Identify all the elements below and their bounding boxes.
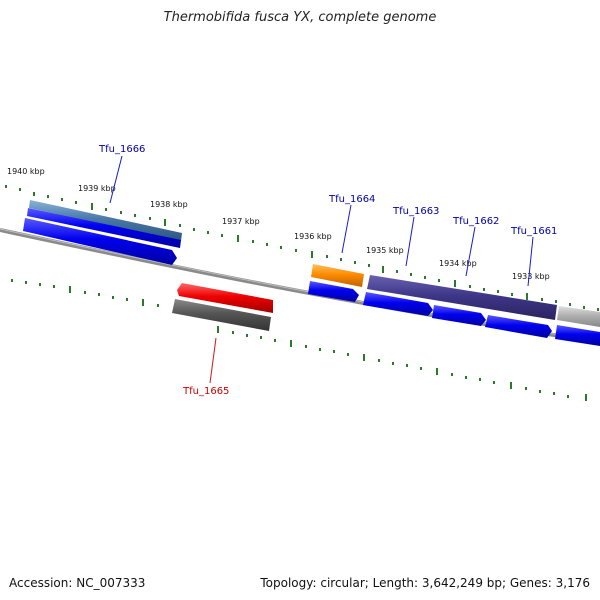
scale-ruler-upper (5, 185, 599, 311)
gene-tfu-1665-cds[interactable] (177, 283, 273, 313)
gene-tfu-1663-bar[interactable] (367, 275, 557, 320)
gene-tfu-1666b-cds[interactable] (23, 218, 177, 265)
gene-label-tfu-1666[interactable]: Tfu_1666 (98, 144, 145, 155)
scale-label: 1940 kbp (7, 167, 45, 176)
gene-tfu-1664-bar[interactable] (311, 264, 364, 287)
figure-title: Thermobifida fusca YX, complete genome (163, 10, 437, 25)
gene-right-cds[interactable] (555, 325, 600, 346)
scale-ruler-lower (11, 279, 587, 401)
gene-tfu-1666-bar[interactable] (29, 200, 182, 241)
gene-tfu-1666-cds[interactable] (27, 208, 181, 248)
gene-label-tfu-1665[interactable]: Tfu_1665 (182, 386, 229, 397)
gene-tfu-1662-cds[interactable] (432, 305, 486, 326)
gene-tfu-1661-cds[interactable] (485, 315, 552, 338)
gene-label-tfu-1664[interactable]: Tfu_1664 (328, 194, 375, 205)
label-leaders (109, 155, 534, 287)
genome-summary-text: Topology: circular; Length: 3,642,249 bp… (260, 576, 590, 590)
scale-label: 1935 kbp (366, 246, 404, 255)
gene-label-tfu-1663[interactable]: Tfu_1663 (392, 206, 439, 217)
gene-tfu-1665-bar[interactable] (172, 299, 271, 331)
gene-tfu-1663-cds[interactable] (363, 292, 433, 316)
scale-label: 1939 kbp (78, 184, 116, 193)
gene-label-tfu-1661[interactable]: Tfu_1661 (510, 226, 557, 237)
scale-label: 1937 kbp (222, 217, 260, 226)
label-leader-tfu-1665 (209, 337, 217, 384)
scale-label: 1938 kbp (150, 200, 188, 209)
accession-text: Accession: NC_007333 (9, 576, 146, 590)
gene-tfu-1664-cds[interactable] (308, 281, 359, 302)
gene-label-tfu-1662[interactable]: Tfu_1662 (452, 216, 499, 227)
gene-right-bar[interactable] (557, 306, 600, 327)
scale-label: 1936 kbp (294, 232, 332, 241)
scale-label: 1934 kbp (439, 259, 477, 268)
scale-label: 1933 kbp (512, 272, 550, 281)
